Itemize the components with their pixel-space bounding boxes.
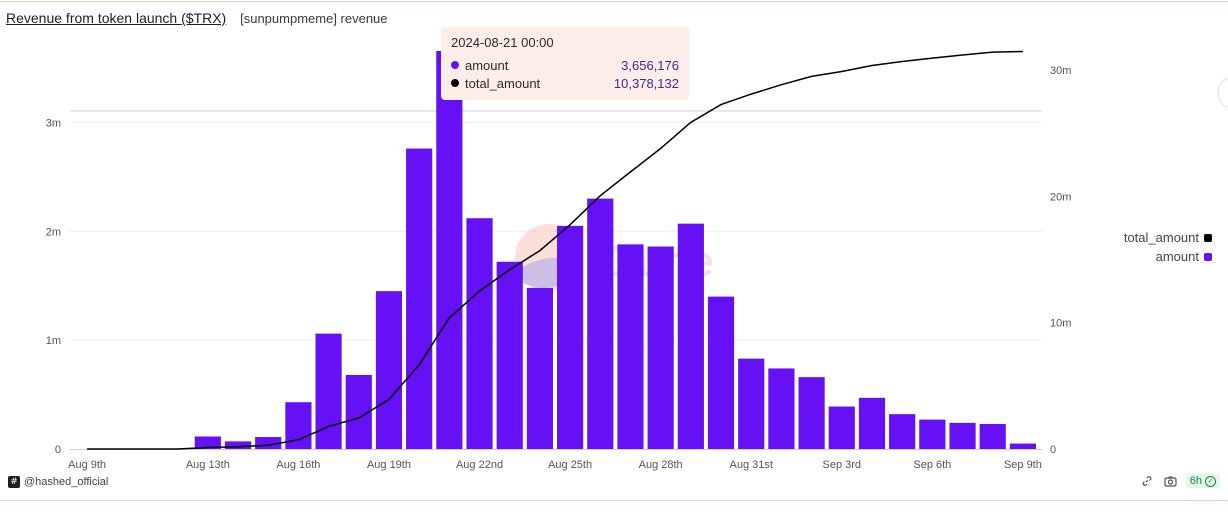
amount-dot-icon <box>451 61 459 69</box>
legend-item-total-amount[interactable]: total_amount <box>1124 228 1212 247</box>
x-tick-label: Sep 6th <box>913 459 951 471</box>
tooltip-label-total-amount: total_amount <box>465 75 541 91</box>
bar <box>677 223 704 449</box>
footer-actions: 6h ✓ <box>1130 474 1220 488</box>
bar <box>889 414 916 449</box>
right-tick-label: 10m <box>1050 318 1071 330</box>
left-tick-label: 0 <box>55 444 61 456</box>
bar <box>496 261 523 449</box>
total-amount-dot-icon <box>451 79 459 87</box>
bar <box>315 333 342 449</box>
legend-label-amount: amount <box>1155 249 1199 264</box>
x-tick-label: Aug 25th <box>548 459 592 471</box>
bar <box>466 218 493 449</box>
legend-item-amount[interactable]: amount <box>1124 247 1212 266</box>
bar <box>436 51 463 449</box>
bar <box>617 244 644 449</box>
total-amount-line <box>87 50 1023 450</box>
bar <box>647 246 674 449</box>
bar <box>768 368 795 449</box>
tooltip-row-total-amount: total_amount 10,378,132 <box>451 74 679 92</box>
bar <box>224 441 252 449</box>
side-scroll-handle[interactable] <box>1219 79 1228 107</box>
bar <box>858 397 886 449</box>
bar <box>255 437 282 449</box>
x-tick-label: Aug 19th <box>367 459 411 471</box>
right-tick-label: 30m <box>1050 65 1071 77</box>
legend-swatch-total-amount <box>1204 233 1212 242</box>
bar <box>979 423 1006 449</box>
bar <box>707 296 735 449</box>
author-handle: @hashed_official <box>24 476 109 488</box>
bar <box>798 377 825 449</box>
bar <box>406 148 433 450</box>
tooltip-date: 2024-08-21 00:00 <box>451 35 554 50</box>
hash-icon: # <box>8 476 20 488</box>
x-tick-label: Aug 28th <box>639 459 683 471</box>
bottom-divider <box>0 500 1228 501</box>
x-tick-label: Aug 9th <box>68 459 106 471</box>
x-tick-label: Sep 3rd <box>823 459 862 471</box>
camera-icon[interactable] <box>1164 474 1178 488</box>
x-tick-label: Aug 31st <box>730 459 773 471</box>
bar <box>949 422 976 449</box>
tooltip-value-total-amount: 10,378,132 <box>613 75 679 91</box>
x-tick-label: Aug 22nd <box>456 459 503 471</box>
legend-swatch-amount <box>1204 252 1212 261</box>
tooltip-label-amount: amount <box>465 57 509 73</box>
bar <box>919 419 946 449</box>
left-tick-label: 2m <box>46 226 61 238</box>
left-tick-label: 3m <box>46 117 61 129</box>
bar <box>194 436 221 449</box>
x-tick-label: Aug 13th <box>186 459 230 471</box>
chart-legend: total_amount amount <box>1124 228 1212 266</box>
bar <box>1009 443 1036 449</box>
bar <box>557 225 584 449</box>
chart-title-link[interactable]: Revenue from token launch ($TRX) <box>6 10 227 26</box>
link-icon[interactable] <box>1140 474 1154 488</box>
tooltip-row-amount: amount 3,656,176 <box>451 56 679 74</box>
chart-header: Revenue from token launch ($TRX) [sunpum… <box>6 10 388 26</box>
bar <box>587 198 614 449</box>
bar <box>526 287 553 449</box>
refresh-badge-label: 6h <box>1189 475 1202 487</box>
chart-tooltip: 2024-08-21 00:00 amount 3,656,176 total_… <box>441 27 689 100</box>
right-tick-label: 20m <box>1050 191 1071 203</box>
legend-label-total-amount: total_amount <box>1123 230 1199 245</box>
x-tick-label: Aug 16th <box>276 459 320 471</box>
refresh-badge[interactable]: 6h ✓ <box>1185 474 1220 488</box>
top-divider <box>0 1 1228 2</box>
left-tick-label: 1m <box>46 335 61 347</box>
right-tick-label: 0 <box>1050 444 1056 456</box>
bar <box>738 358 765 449</box>
x-tick-label: Sep 9th <box>1004 459 1042 471</box>
chart-subtitle: [sunpumpmeme] revenue <box>240 11 388 26</box>
bar <box>828 406 855 449</box>
footer-author[interactable]: # @hashed_official <box>8 476 108 488</box>
tooltip-value-amount: 3,656,176 <box>621 57 679 73</box>
check-circle-icon: ✓ <box>1205 475 1216 487</box>
bar <box>375 291 403 449</box>
